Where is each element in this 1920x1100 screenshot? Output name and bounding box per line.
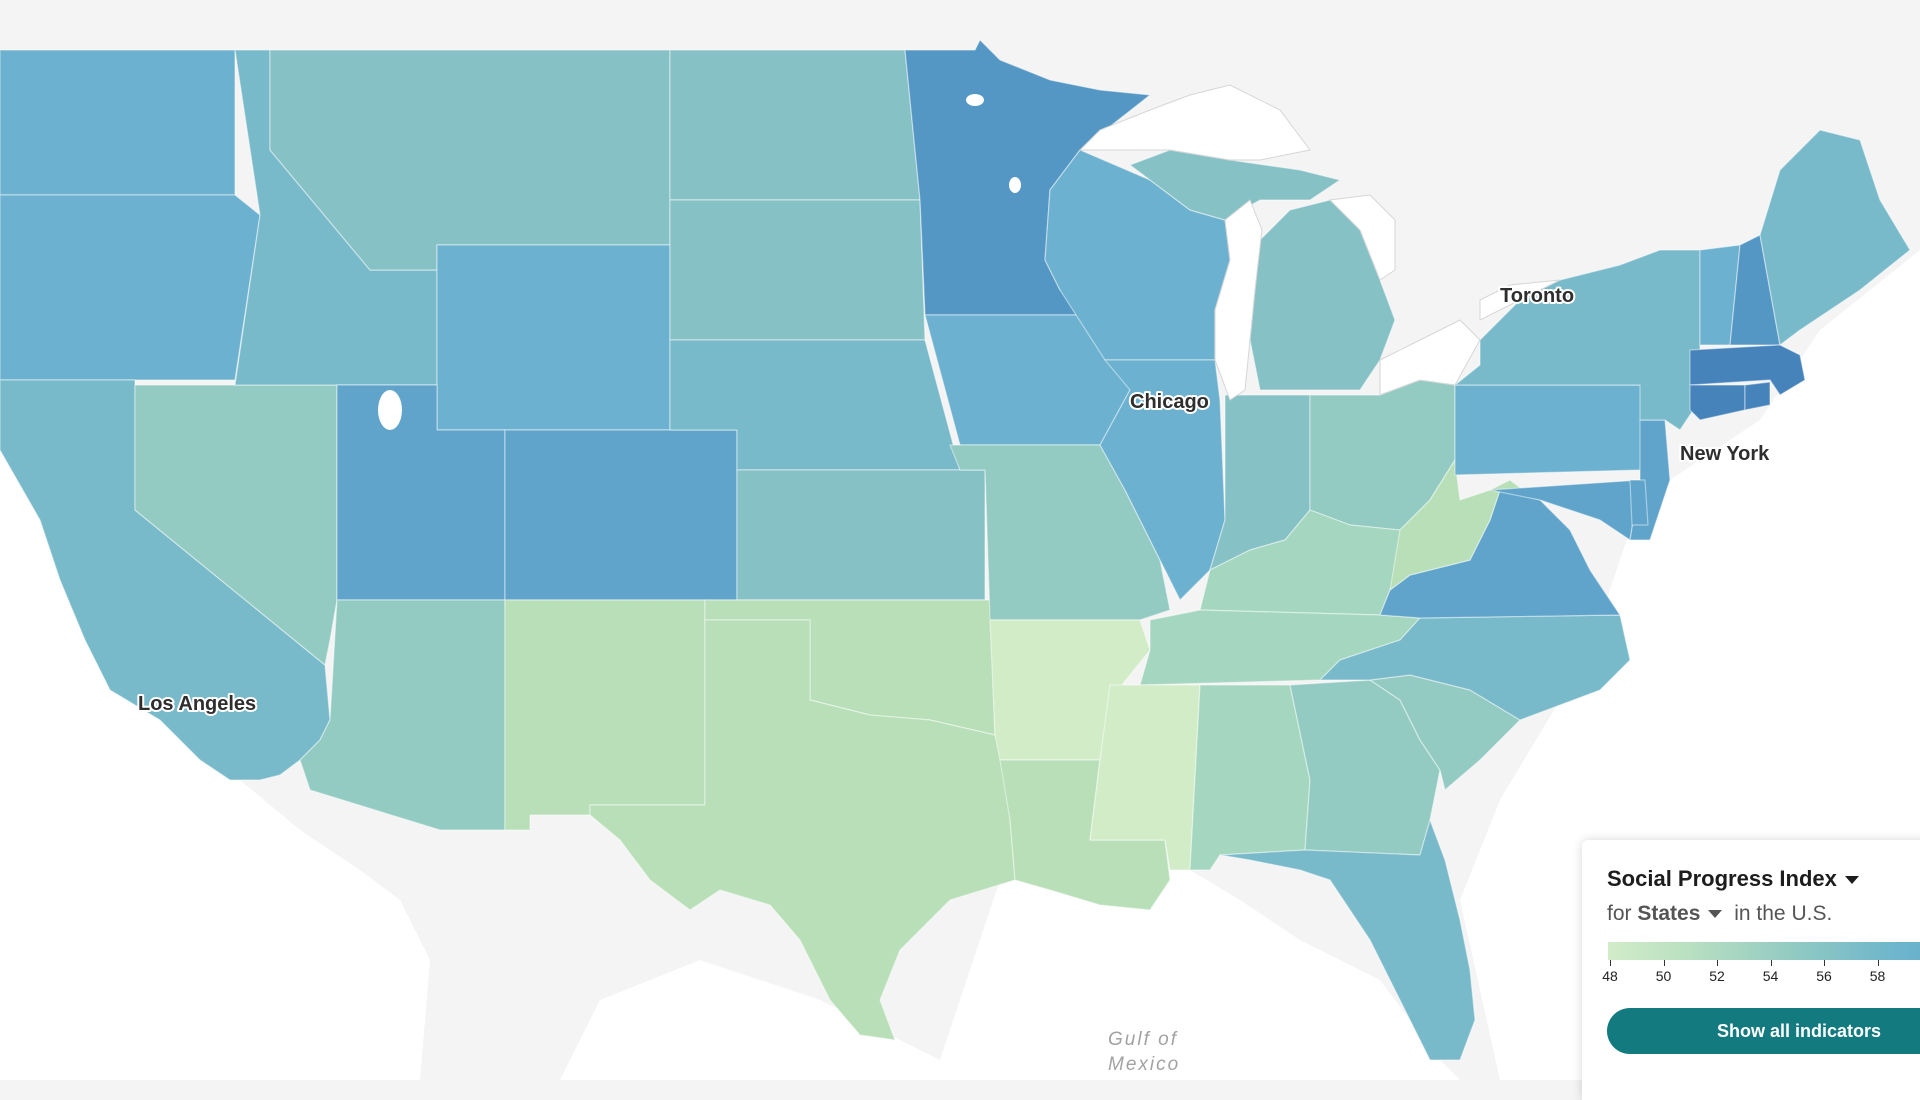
legend-tick-label: 56	[1816, 968, 1832, 984]
gulf-label-line1: Gulf of	[1108, 1029, 1178, 1050]
pacific-ocean	[0, 380, 430, 1080]
lake-erie	[1379, 319, 1481, 396]
state-florida[interactable]	[1219, 819, 1476, 1061]
state-california[interactable]	[0, 379, 331, 781]
legend-tick-label: 52	[1709, 968, 1725, 984]
state-massachusetts[interactable]	[1689, 344, 1806, 396]
great-salt-lake	[378, 390, 402, 430]
legend-tick-mark	[1663, 960, 1665, 966]
state-maine[interactable]	[1759, 129, 1911, 346]
legend-tick-mark	[1610, 960, 1611, 966]
lake-huron	[1328, 194, 1396, 281]
lake-ontario	[1479, 279, 1561, 321]
city-label-toronto: Toronto	[1500, 285, 1574, 307]
index-title: Social Progress Index	[1607, 866, 1837, 891]
city-label-chicago: Chicago	[1130, 391, 1209, 413]
legend-tick-label: 54	[1762, 968, 1779, 984]
state-pennsylvania[interactable]	[1454, 384, 1651, 476]
state-connecticut[interactable]	[1689, 384, 1746, 421]
color-scale-bar	[1608, 942, 1920, 960]
geography-line: for States in the U.S.	[1607, 902, 1832, 926]
legend-tick-mark	[1770, 960, 1772, 966]
lake-of-woods	[966, 94, 984, 106]
state-alabama[interactable]	[1189, 684, 1311, 871]
subtitle-suffix: in the U.S.	[1734, 902, 1833, 925]
state-north-dakota[interactable]	[669, 49, 921, 201]
state-new-york[interactable]	[1454, 249, 1701, 431]
city-label-los-angeles: Los Angeles	[138, 693, 256, 715]
caret-down-icon[interactable]	[1708, 910, 1723, 919]
legend-tick-label: 48	[1602, 968, 1618, 984]
state-kansas[interactable]	[736, 469, 986, 601]
legend-tick-label: 58	[1869, 968, 1886, 984]
legend-tick-label: 50	[1655, 968, 1672, 984]
state-washington[interactable]	[0, 49, 236, 196]
geography-selector[interactable]: States	[1637, 902, 1701, 925]
legend-tick-mark	[1877, 960, 1879, 966]
legend-panel: Social Progress Index for States in the …	[1582, 840, 1920, 1100]
subtitle-prefix: for	[1607, 902, 1632, 925]
state-south-dakota[interactable]	[669, 199, 926, 341]
state-texas[interactable]	[589, 619, 1016, 1041]
legend-tick-mark	[1717, 960, 1718, 966]
state-oregon[interactable]	[0, 194, 261, 381]
index-selector[interactable]: Social Progress Index	[1607, 866, 1859, 892]
state-west-virginia[interactable]	[1389, 459, 1531, 591]
lake-michigan	[1214, 199, 1263, 401]
gulf-label-line2: Mexico	[1108, 1054, 1180, 1075]
mille-lacs-lake	[1009, 177, 1021, 193]
state-rhode-island[interactable]	[1744, 381, 1771, 411]
caret-down-icon	[1844, 876, 1859, 885]
city-label-new-york: New York	[1680, 443, 1770, 465]
state-colorado[interactable]	[504, 429, 738, 601]
state-north-carolina[interactable]	[1319, 614, 1631, 721]
color-scale-ticks: 48 50 52 54 56 58	[1602, 960, 1920, 984]
state-new-mexico[interactable]	[504, 599, 706, 831]
state-delaware[interactable]	[1629, 479, 1649, 526]
show-all-indicators-button[interactable]: Show all indicators	[1607, 1008, 1920, 1054]
state-illinois[interactable]	[1099, 359, 1226, 601]
lake-superior	[1078, 84, 1311, 161]
legend-tick-mark	[1824, 960, 1825, 966]
state-wyoming[interactable]	[436, 244, 671, 431]
gulf-of-mexico-water	[560, 860, 1460, 1080]
